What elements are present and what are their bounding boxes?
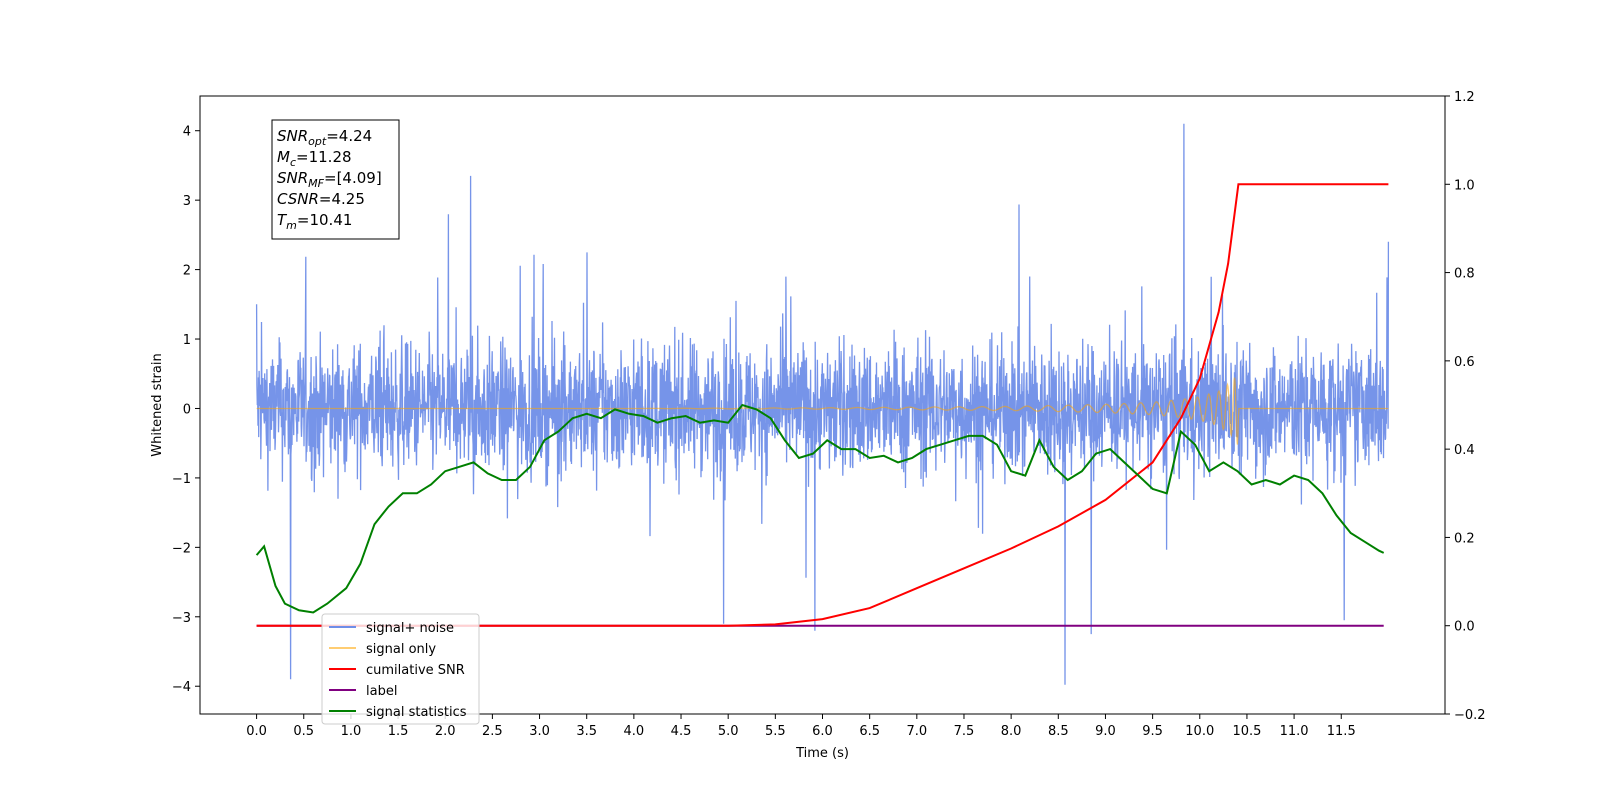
x-tick-label: 7.5 (954, 724, 975, 739)
annotation-line: SNRMF=[4.09] (277, 169, 382, 190)
signal-noise-series (255, 123, 1390, 685)
x-tick-label: 5.5 (765, 724, 786, 739)
y-tick-label: −2 (172, 541, 191, 556)
y-tick-label: −3 (172, 611, 191, 626)
y2-tick-label: 0.4 (1454, 443, 1475, 458)
y-tick-label: −1 (172, 472, 191, 487)
axes: 0.0 0.5 1.0 1.5 2.0 2.5 3.0 3.5 4.0 4.5 5.0 5.5 6.0 6… (150, 90, 1486, 761)
y2-tick-label: 0.8 (1454, 267, 1475, 282)
annotation-value: =4.25 (319, 190, 365, 208)
signal-only-series (256, 377, 1389, 445)
annotation-value: =[4.09] (324, 169, 382, 187)
x-tick-label: 10.5 (1232, 724, 1261, 739)
annotation-subscript: opt (308, 135, 327, 148)
x-tick-label: 9.5 (1142, 724, 1163, 739)
x-tick-label: 11.0 (1280, 724, 1309, 739)
x-tick-label: 6.0 (812, 724, 833, 739)
x-tick-label: 8.5 (1048, 724, 1069, 739)
annotation-frame (271, 119, 400, 240)
annotation-line: Tm=10.41 (277, 211, 352, 232)
y2-tick-label: 1.0 (1454, 178, 1475, 193)
annotation-value: =4.24 (326, 127, 372, 145)
y2-tick-label: 0.6 (1454, 355, 1475, 370)
x-tick-label: 4.5 (671, 724, 692, 739)
y-tick-label: 2 (183, 264, 191, 279)
legend: signal+ noise signal only cumilative SNR la… (321, 613, 480, 725)
x-tick-label: 0.0 (246, 724, 267, 739)
legend-label: signal only (366, 642, 436, 657)
annotation-symbol: M (277, 148, 290, 166)
annotation-value: =11.28 (296, 148, 352, 166)
x-tick-label: 4.0 (624, 724, 645, 739)
y-tick-label: 4 (183, 125, 191, 140)
x-tick-label: 8.0 (1001, 724, 1022, 739)
y-axis-label: Whitened strain (150, 353, 165, 456)
legend-label: signal+ noise (366, 621, 454, 636)
y2-tick-label: 0.2 (1454, 531, 1475, 546)
y-tick-label: 0 (183, 402, 191, 417)
annotation-line: SNRopt=4.24 (277, 127, 372, 148)
x-tick-label: 1.5 (388, 724, 409, 739)
legend-label: label (366, 684, 397, 699)
annotation-subscript: MF (308, 177, 324, 190)
x-tick-label: 2.5 (482, 724, 503, 739)
x-tick-label: 2.0 (435, 724, 456, 739)
y-tick-label: −4 (172, 680, 191, 695)
signal-noise-line (255, 123, 1390, 685)
annotation-symbol: SNR (277, 127, 308, 145)
annotation-subscript: c (290, 156, 296, 169)
y2-tick-label: 0.0 (1454, 620, 1475, 635)
y2-tick-label: 1.2 (1454, 90, 1475, 105)
x-tick-label: 9.0 (1095, 724, 1116, 739)
signal-statistics-line (255, 403, 1385, 614)
annotation-symbol: SNR (277, 169, 308, 187)
x-tick-label: 0.5 (293, 724, 314, 739)
x-tick-label: 11.5 (1327, 724, 1356, 739)
y-tick-label: 3 (183, 194, 191, 209)
legend-frame (321, 613, 480, 725)
x-tick-label: 10.0 (1185, 724, 1214, 739)
x-tick-label: 5.0 (718, 724, 739, 739)
cumulative-snr-line (256, 183, 1389, 627)
legend-label: cumilative SNR (366, 663, 465, 678)
annotation-line: CSNR=4.25 (277, 190, 365, 208)
x-tick-label: 6.5 (859, 724, 880, 739)
y2-tick-label: −0.2 (1454, 708, 1486, 723)
signal-only-line (256, 377, 1389, 445)
x-tick-label: 1.0 (341, 724, 362, 739)
annotation-value: =10.41 (297, 211, 353, 229)
annotation-line: Mc=11.28 (277, 148, 352, 169)
x-axis-label: Time (s) (795, 746, 849, 761)
x-tick-label: 3.5 (576, 724, 597, 739)
legend-label: signal statistics (366, 705, 467, 720)
annotation-subscript: m (286, 219, 297, 232)
x-tick-label: 3.0 (529, 724, 550, 739)
x-tick-label: 7.0 (906, 724, 927, 739)
annotation-box: SNRopt=4.24Mc=11.28SNRMF=[4.09]CSNR=4.25… (271, 119, 400, 240)
annotation-symbol: T (277, 211, 288, 229)
y-tick-label: 1 (183, 333, 191, 348)
annotation-symbol: CSNR (277, 190, 319, 208)
